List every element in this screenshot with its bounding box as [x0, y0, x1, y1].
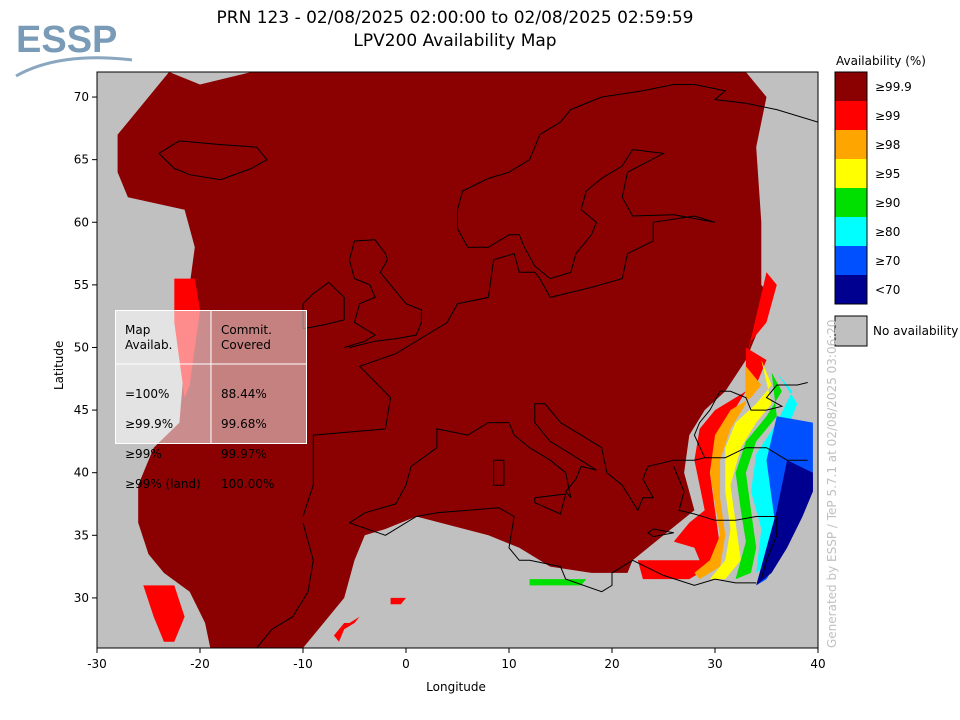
y-tick-label: 70: [74, 90, 89, 104]
legend-swatch-no-availability: [834, 315, 868, 347]
x-tick-label: 20: [604, 657, 619, 671]
y-axis-label: Latitude: [52, 340, 66, 390]
legend-label-no-availability: No availability: [873, 324, 959, 338]
stats-row-value: 99.68%: [221, 417, 267, 431]
y-tick-label: 30: [74, 591, 89, 605]
legend-swatch: [835, 130, 867, 159]
coastline-4: [256, 522, 314, 648]
coastline-10: [534, 493, 567, 515]
legend-swatch: [835, 246, 867, 275]
availability-regions: [117, 72, 813, 648]
legend-swatch: [835, 72, 867, 101]
y-tick-label: 50: [74, 340, 89, 354]
x-tick-label: -30: [87, 657, 107, 671]
availability-stats-table: Map Availab. Commit. Covered =100% ≥99.9…: [115, 310, 307, 491]
x-tick-label: -10: [293, 657, 313, 671]
legend-title: Availability (%): [836, 54, 926, 68]
availability-region-0: [117, 72, 772, 648]
availability-region-10: [756, 460, 813, 586]
stats-values: 88.44% 99.68% 99.97% 100.00%: [221, 372, 274, 507]
legend-label: ≥80: [875, 225, 901, 239]
legend-swatch: [835, 275, 867, 304]
coastline-5: [349, 507, 757, 593]
coastline-1: [349, 403, 808, 524]
stats-row-label: ≥99.9%: [125, 417, 174, 431]
x-tick-label: 0: [402, 657, 410, 671]
x-axis-label: Longitude: [426, 680, 486, 694]
y-tick-label: 35: [74, 528, 89, 542]
legend-swatch: [835, 217, 867, 246]
coastline-8: [158, 140, 268, 181]
plot-frame: [96, 71, 819, 649]
availability-region-2: [143, 585, 185, 642]
availability-region-11: [333, 616, 360, 642]
legend-label: ≥98: [875, 138, 901, 152]
availability-region-13: [529, 579, 587, 586]
legend-swatch: [835, 188, 867, 217]
legend-label: ≥95: [875, 167, 901, 181]
availability-region-7: [735, 372, 782, 580]
stats-row-value: 88.44%: [221, 387, 267, 401]
chart-title: PRN 123 - 02/08/2025 02:00:00 to 02/08/2…: [216, 8, 694, 28]
y-tick-label: 40: [74, 466, 89, 480]
chart-subtitle: LPV200 Availability Map: [353, 31, 557, 51]
stats-labels: =100% ≥99.9% ≥99% ≥99% (land): [125, 372, 201, 507]
y-tick-label: 45: [74, 403, 89, 417]
legend-label: ≥99: [875, 109, 901, 123]
stats-row-label: ≥99%: [125, 447, 162, 461]
coastline-0: [302, 84, 818, 517]
x-tick-label: -20: [190, 657, 210, 671]
coastline-11: [647, 528, 674, 538]
availability-region-4: [637, 347, 767, 580]
coastline-3: [693, 382, 808, 458]
x-tick-label: 30: [707, 657, 722, 671]
legend-label: ≥99.9: [875, 80, 912, 94]
legend-swatch: [835, 101, 867, 130]
coastlines: [158, 84, 818, 648]
generated-by-watermark: Generated by ESSP / TeP 5.7.1 at 02/08/2…: [825, 319, 839, 648]
coastline-6: [344, 239, 422, 348]
coastline-7: [302, 281, 345, 330]
svg-text:ESSP: ESSP: [16, 19, 117, 61]
stats-row-value: 99.97%: [221, 447, 267, 461]
availability-region-12: [390, 597, 406, 605]
coastline-2: [673, 466, 778, 580]
legend-label: <70: [875, 283, 901, 297]
stats-row-label: ≥99% (land): [125, 477, 201, 491]
stats-col2-header: Commit. Covered: [221, 323, 272, 352]
essp-logo: ESSP: [15, 19, 133, 78]
coastline-9: [493, 459, 505, 486]
availability-region-5: [694, 366, 762, 580]
x-tick-label: 10: [501, 657, 516, 671]
y-tick-label: 55: [74, 278, 89, 292]
availability-region-6: [709, 360, 772, 580]
stats-row-label: =100%: [125, 387, 170, 401]
y-tick-label: 65: [74, 153, 89, 167]
availability-region-3: [745, 272, 777, 360]
legend-swatch: [835, 159, 867, 188]
x-tick-label: 40: [810, 657, 825, 671]
stats-col1-header: Map Availab.: [125, 323, 173, 352]
y-tick-label: 60: [74, 215, 89, 229]
stats-table-frame: [115, 310, 307, 444]
legend-frame: [834, 71, 868, 305]
legend-label: ≥70: [875, 254, 901, 268]
stats-row-value: 100.00%: [221, 477, 275, 491]
legend-label: ≥90: [875, 196, 901, 210]
